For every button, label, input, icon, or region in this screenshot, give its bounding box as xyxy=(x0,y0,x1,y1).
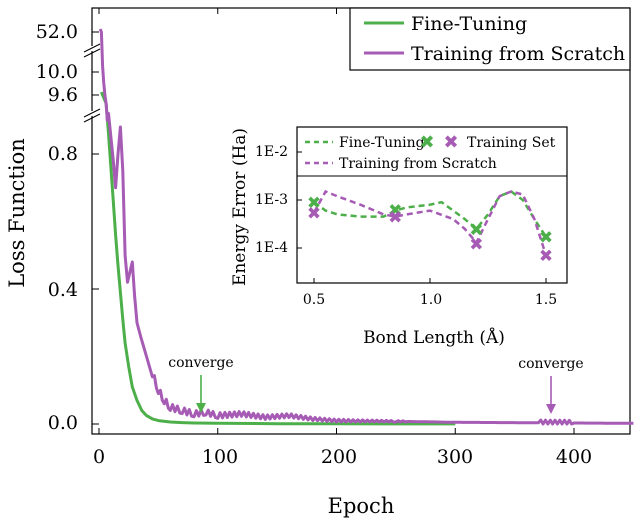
legend-label-training-from-scratch: Training from Scratch xyxy=(411,43,625,65)
y-tick-4: 10.0 xyxy=(36,61,78,83)
training-set-marker-scratch-3: ✖ xyxy=(539,246,553,266)
training-set-marker-scratch-0: ✖ xyxy=(307,204,321,224)
svg-text:converge: converge xyxy=(168,355,233,371)
y-tick-2: 0.8 xyxy=(48,143,78,165)
main-legend: Fine-Tuning Training from Scratch xyxy=(349,7,631,71)
inset-legend-marker-green: ✖ xyxy=(419,132,434,153)
inset-y-tick-1: 1E-3 xyxy=(255,192,288,208)
inset-legend-label-training-from-scratch: Training from Scratch xyxy=(339,156,497,172)
inset-x-tick-0: 0.5 xyxy=(303,292,325,308)
svg-text:converge: converge xyxy=(518,356,583,372)
training-set-marker-scratch-2: ✖ xyxy=(469,235,483,255)
legend-label-fine-tuning: Fine-Tuning xyxy=(411,13,527,35)
converge-arrowhead-fine-tuning xyxy=(196,403,206,413)
inset-legend: Fine-Tuning ✖ ✖ Training Set Training fr… xyxy=(297,132,567,177)
training-set-marker-fine-tuning-0: ✖ xyxy=(307,194,321,214)
inset-x-tick-1: 1.0 xyxy=(420,292,442,308)
series-line-fine-tuning xyxy=(100,91,456,426)
converge-arrowhead-scratch xyxy=(546,404,556,414)
x-tick-3: 300 xyxy=(437,446,473,468)
inset-legend-marker-purple: ✖ xyxy=(443,132,458,153)
training-set-marker-fine-tuning-2: ✖ xyxy=(469,221,483,241)
inset-x-axis-label: Bond Length (Å) xyxy=(363,327,505,348)
inset-ticks xyxy=(297,151,547,283)
x-tick-4: 400 xyxy=(556,446,592,468)
inset-series-line-fine-tuning xyxy=(313,190,548,238)
x-tick-2: 200 xyxy=(321,446,357,468)
converge-annotation-fine-tuning: converge xyxy=(168,355,234,413)
inset-legend-label-fine-tuning: Fine-Tuning xyxy=(339,135,425,151)
training-set-marker-scratch-1: ✖ xyxy=(388,208,402,228)
converge-annotation-scratch: converge xyxy=(518,356,584,414)
x-tick-0: 0 xyxy=(93,446,105,468)
y-tick-3: 9.6 xyxy=(48,84,78,106)
inset-chart: 1E-2 1E-3 1E-4 0.5 1.0 1.5 Bond Length (… xyxy=(230,126,568,348)
training-set-marker-fine-tuning-3: ✖ xyxy=(539,228,553,248)
series-line-training-from-scratch xyxy=(98,28,634,426)
inset-y-axis-label: Energy Error (Ha) xyxy=(230,128,250,286)
inset-training-set-markers: ✖ ✖✖ ✖✖ ✖✖✖ xyxy=(307,194,553,267)
y-tick-0: 0.0 xyxy=(48,412,78,434)
training-set-marker-fine-tuning-1: ✖ xyxy=(388,201,402,221)
y-tick-1: 0.4 xyxy=(48,279,78,301)
y-tick-5: 52.0 xyxy=(36,21,78,43)
y-axis-label: Loss Function xyxy=(5,138,29,288)
x-axis-label: Epoch xyxy=(328,494,395,518)
inset-y-tick-0: 1E-2 xyxy=(255,144,288,160)
x-tick-1: 100 xyxy=(202,446,238,468)
inset-legend-label-training-set: Training Set xyxy=(467,135,556,151)
inset-series-line-training-from-scratch xyxy=(312,189,548,256)
inset-y-tick-2: 1E-4 xyxy=(255,240,288,256)
inset-x-tick-2: 1.5 xyxy=(535,292,557,308)
